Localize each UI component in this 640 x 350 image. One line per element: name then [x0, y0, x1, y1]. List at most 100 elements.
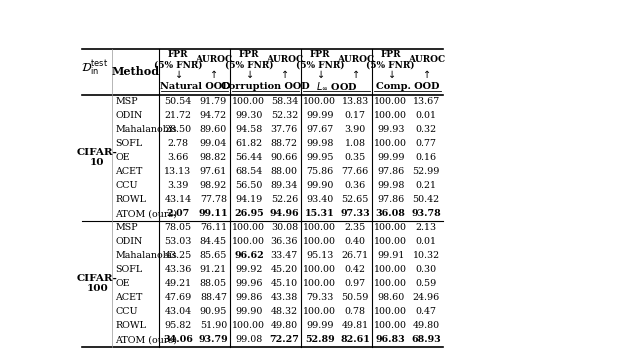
Text: 99.30: 99.30: [236, 111, 262, 120]
Text: 90.66: 90.66: [271, 153, 298, 162]
Text: ROWL: ROWL: [115, 195, 146, 204]
Text: Mahalanobis: Mahalanobis: [115, 251, 177, 260]
Text: $\downarrow$: $\downarrow$: [386, 69, 396, 80]
Text: CCU: CCU: [115, 307, 138, 316]
Text: Natural OOD: Natural OOD: [159, 82, 230, 91]
Text: 100.00: 100.00: [303, 279, 336, 288]
Text: 99.11: 99.11: [198, 209, 228, 218]
Text: 50.42: 50.42: [413, 195, 440, 204]
Text: ODIN: ODIN: [115, 111, 143, 120]
Text: 100.00: 100.00: [303, 307, 336, 316]
Text: 2.78: 2.78: [168, 139, 188, 148]
Text: ROWL: ROWL: [115, 321, 146, 330]
Text: 97.86: 97.86: [377, 195, 404, 204]
Text: 96.62: 96.62: [234, 251, 264, 260]
Text: 36.36: 36.36: [271, 237, 298, 246]
Text: 52.89: 52.89: [305, 335, 335, 344]
Text: 100.00: 100.00: [374, 265, 407, 274]
Text: 43.36: 43.36: [164, 265, 191, 274]
Text: Corruption OOD: Corruption OOD: [221, 82, 310, 91]
Text: 95.82: 95.82: [164, 321, 191, 330]
Text: ACET: ACET: [115, 167, 143, 176]
Text: MSP: MSP: [115, 223, 138, 232]
Text: ACET: ACET: [115, 293, 143, 302]
Text: 49.80: 49.80: [413, 321, 440, 330]
Text: 43.14: 43.14: [164, 195, 191, 204]
Text: 0.21: 0.21: [416, 181, 436, 190]
Text: 61.82: 61.82: [236, 139, 262, 148]
Text: 0.59: 0.59: [415, 279, 437, 288]
Text: 53.03: 53.03: [164, 237, 191, 246]
Text: 50.54: 50.54: [164, 97, 191, 106]
Text: 99.98: 99.98: [306, 139, 333, 148]
Text: AUROC: AUROC: [408, 55, 445, 64]
Text: 95.13: 95.13: [306, 251, 333, 260]
Text: 47.69: 47.69: [164, 293, 191, 302]
Text: 100.00: 100.00: [232, 223, 266, 232]
Text: 94.96: 94.96: [269, 209, 299, 218]
Text: $\downarrow$: $\downarrow$: [244, 69, 254, 80]
Text: 100.00: 100.00: [303, 223, 336, 232]
Text: 13.83: 13.83: [342, 97, 369, 106]
Text: 43.04: 43.04: [164, 307, 191, 316]
Text: 77.78: 77.78: [200, 195, 227, 204]
Text: 99.04: 99.04: [200, 139, 227, 148]
Text: 94.19: 94.19: [236, 195, 262, 204]
Text: 100.00: 100.00: [303, 265, 336, 274]
Text: ATOM (ours): ATOM (ours): [115, 335, 177, 344]
Text: FPR
(5% FNR): FPR (5% FNR): [296, 50, 344, 69]
Text: $\downarrow$: $\downarrow$: [315, 69, 325, 80]
Text: FPR
(5% FNR): FPR (5% FNR): [225, 50, 273, 69]
Text: CIFAR-
100: CIFAR- 100: [77, 274, 118, 293]
Text: 21.72: 21.72: [164, 111, 191, 120]
Text: 79.33: 79.33: [306, 293, 333, 302]
Text: 88.47: 88.47: [200, 293, 227, 302]
Text: 30.08: 30.08: [271, 223, 298, 232]
Text: 99.92: 99.92: [236, 265, 262, 274]
Text: 2.07: 2.07: [166, 209, 189, 218]
Text: OE: OE: [115, 153, 130, 162]
Text: 48.32: 48.32: [271, 307, 298, 316]
Text: FPR
(5% FNR): FPR (5% FNR): [367, 50, 415, 69]
Text: Mahalanobis: Mahalanobis: [115, 125, 177, 134]
Text: 97.33: 97.33: [340, 209, 370, 218]
Text: 13.13: 13.13: [164, 167, 191, 176]
Text: 99.90: 99.90: [306, 181, 333, 190]
Text: 49.81: 49.81: [342, 321, 369, 330]
Text: 45.20: 45.20: [271, 265, 298, 274]
Text: 0.01: 0.01: [416, 237, 436, 246]
Text: 99.90: 99.90: [236, 307, 262, 316]
Text: 82.61: 82.61: [340, 335, 370, 344]
Text: 49.80: 49.80: [271, 321, 298, 330]
Text: 100.00: 100.00: [232, 97, 266, 106]
Text: 45.10: 45.10: [271, 279, 298, 288]
Text: 100.00: 100.00: [232, 321, 266, 330]
Text: 52.26: 52.26: [271, 195, 298, 204]
Text: 75.86: 75.86: [306, 167, 333, 176]
Text: 2.35: 2.35: [345, 223, 366, 232]
Text: 28.50: 28.50: [164, 125, 191, 134]
Text: 97.67: 97.67: [306, 125, 333, 134]
Text: $\mathcal{D}^{\mathrm{test}}_{\mathrm{in}}$: $\mathcal{D}^{\mathrm{test}}_{\mathrm{in…: [81, 59, 108, 78]
Text: 0.42: 0.42: [345, 265, 366, 274]
Text: 10.32: 10.32: [413, 251, 440, 260]
Text: 52.65: 52.65: [342, 195, 369, 204]
Text: 37.76: 37.76: [271, 125, 298, 134]
Text: 3.66: 3.66: [167, 153, 189, 162]
Text: 89.60: 89.60: [200, 125, 227, 134]
Text: 98.92: 98.92: [200, 181, 227, 190]
Text: 99.86: 99.86: [236, 293, 262, 302]
Text: 88.72: 88.72: [271, 139, 298, 148]
Text: 93.78: 93.78: [412, 209, 441, 218]
Text: OE: OE: [115, 279, 130, 288]
Text: 90.95: 90.95: [200, 307, 227, 316]
Text: 13.67: 13.67: [413, 97, 440, 106]
Text: 0.36: 0.36: [345, 181, 366, 190]
Text: 88.00: 88.00: [271, 167, 298, 176]
Text: 89.34: 89.34: [271, 181, 298, 190]
Text: MSP: MSP: [115, 97, 138, 106]
Text: 97.61: 97.61: [200, 167, 227, 176]
Text: $\uparrow$: $\uparrow$: [421, 68, 431, 80]
Text: 0.16: 0.16: [415, 153, 436, 162]
Text: $\uparrow$: $\uparrow$: [350, 68, 360, 80]
